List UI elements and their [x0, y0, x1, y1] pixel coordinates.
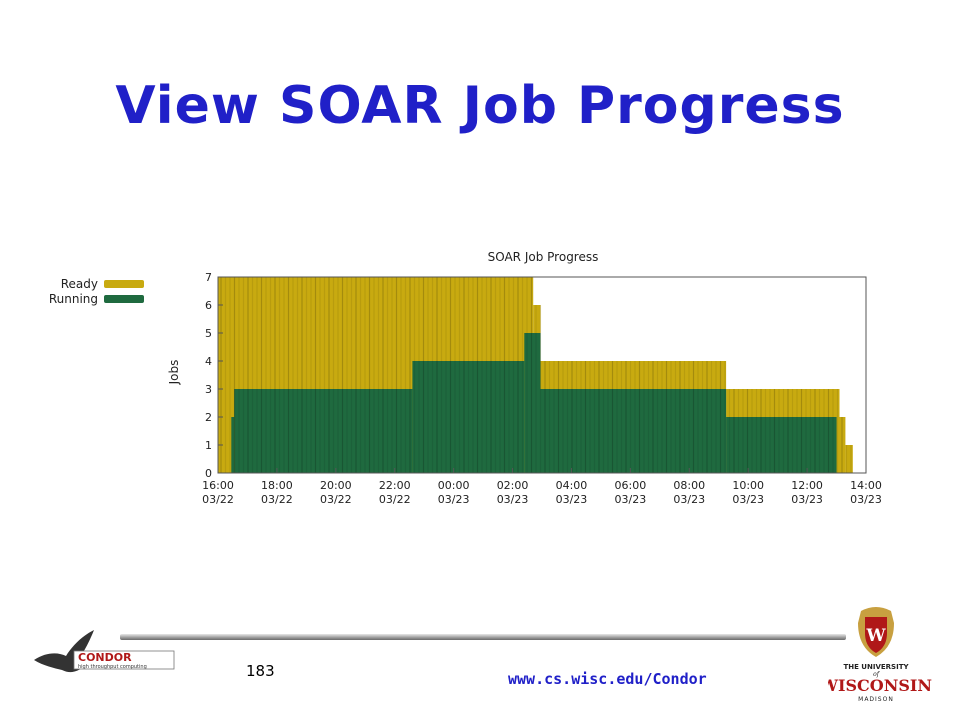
- x-tick-date-11: 03/23: [850, 493, 882, 506]
- y-tick-label-3: 3: [205, 383, 212, 396]
- uw-line1: THE UNIVERSITY: [843, 663, 909, 671]
- condor-tagline: high throughput computing: [78, 664, 147, 670]
- uw-line3: MADISON: [858, 696, 894, 703]
- chart-title: SOAR Job Progress: [488, 250, 599, 264]
- plot-border: [217, 276, 867, 474]
- y-tick-label-4: 4: [205, 355, 212, 368]
- x-tick-time-5: 02:00: [497, 479, 529, 492]
- uw-line2: WISCONSIN: [828, 676, 932, 695]
- x-tick-date-7: 03/23: [615, 493, 647, 506]
- legend-label-ready: Ready: [61, 277, 98, 291]
- legend-label-running: Running: [49, 292, 98, 306]
- bar-texture: [220, 277, 852, 473]
- x-tick-date-8: 03/23: [673, 493, 705, 506]
- y-tick-label-5: 5: [205, 327, 212, 340]
- x-tick-time-11: 14:00: [850, 479, 882, 492]
- bar-ready-5: [845, 445, 853, 473]
- job-progress-chart: SOAR Job Progress Ready Running Jobs 012…: [49, 250, 882, 506]
- x-tick-date-3: 03/22: [379, 493, 411, 506]
- uw-shield-letter: W: [865, 626, 886, 646]
- bar-running-3: [524, 333, 541, 473]
- bar-running-4: [540, 389, 727, 473]
- x-axis-ticks: 16:0003/2218:0003/2220:0003/2222:0003/22…: [202, 468, 882, 506]
- x-tick-time-10: 12:00: [791, 479, 823, 492]
- legend-swatch-ready: [104, 280, 144, 288]
- y-tick-label-0: 0: [205, 467, 212, 480]
- condor-wordmark-bg: [73, 650, 175, 670]
- x-tick-date-6: 03/23: [556, 493, 588, 506]
- x-tick-date-4: 03/23: [438, 493, 470, 506]
- slide-title: View SOAR Job Progress: [115, 76, 845, 136]
- x-tick-time-2: 20:00: [320, 479, 352, 492]
- bar-running-2: [412, 361, 525, 473]
- x-tick-time-6: 04:00: [556, 479, 588, 492]
- x-tick-time-0: 16:00: [202, 479, 234, 492]
- condor-wordmark: CONDOR: [78, 651, 132, 664]
- x-tick-date-10: 03/23: [791, 493, 823, 506]
- x-tick-date-9: 03/23: [732, 493, 764, 506]
- x-tick-time-4: 00:00: [438, 479, 470, 492]
- y-tick-label-6: 6: [205, 299, 212, 312]
- x-tick-date-0: 03/22: [202, 493, 234, 506]
- x-tick-date-5: 03/23: [497, 493, 529, 506]
- y-axis-label: Jobs: [167, 360, 181, 386]
- running-series: [231, 333, 837, 473]
- footer-divider: [120, 634, 846, 640]
- footer-url[interactable]: www.cs.wisc.edu/Condor: [508, 670, 707, 688]
- y-tick-label-2: 2: [205, 411, 212, 424]
- bar-running-1: [234, 389, 413, 473]
- x-tick-time-7: 06:00: [615, 479, 647, 492]
- y-tick-label-7: 7: [205, 271, 212, 284]
- legend-swatch-running: [104, 295, 144, 303]
- x-tick-time-1: 18:00: [261, 479, 293, 492]
- bar-running-5: [726, 417, 837, 473]
- uw-of: of: [873, 671, 881, 678]
- x-tick-time-9: 10:00: [732, 479, 764, 492]
- x-tick-date-2: 03/22: [320, 493, 352, 506]
- y-axis-ticks: 0 1 2 3 4 5 6 7: [205, 271, 223, 480]
- bar-ready-4: [839, 417, 846, 473]
- uw-madison-logo: W THE UNIVERSITY of WISCONSIN MADISON: [828, 607, 932, 703]
- x-tick-time-8: 08:00: [673, 479, 705, 492]
- uw-shield-icon: [865, 617, 887, 653]
- x-tick-date-1: 03/22: [261, 493, 293, 506]
- condor-logo: CONDOR high throughput computing: [34, 630, 175, 673]
- page-number: 183: [246, 662, 275, 680]
- bar-running-0: [231, 417, 235, 473]
- chart-legend: Ready Running: [49, 277, 144, 306]
- y-tick-label-1: 1: [205, 439, 212, 452]
- x-tick-time-3: 22:00: [379, 479, 411, 492]
